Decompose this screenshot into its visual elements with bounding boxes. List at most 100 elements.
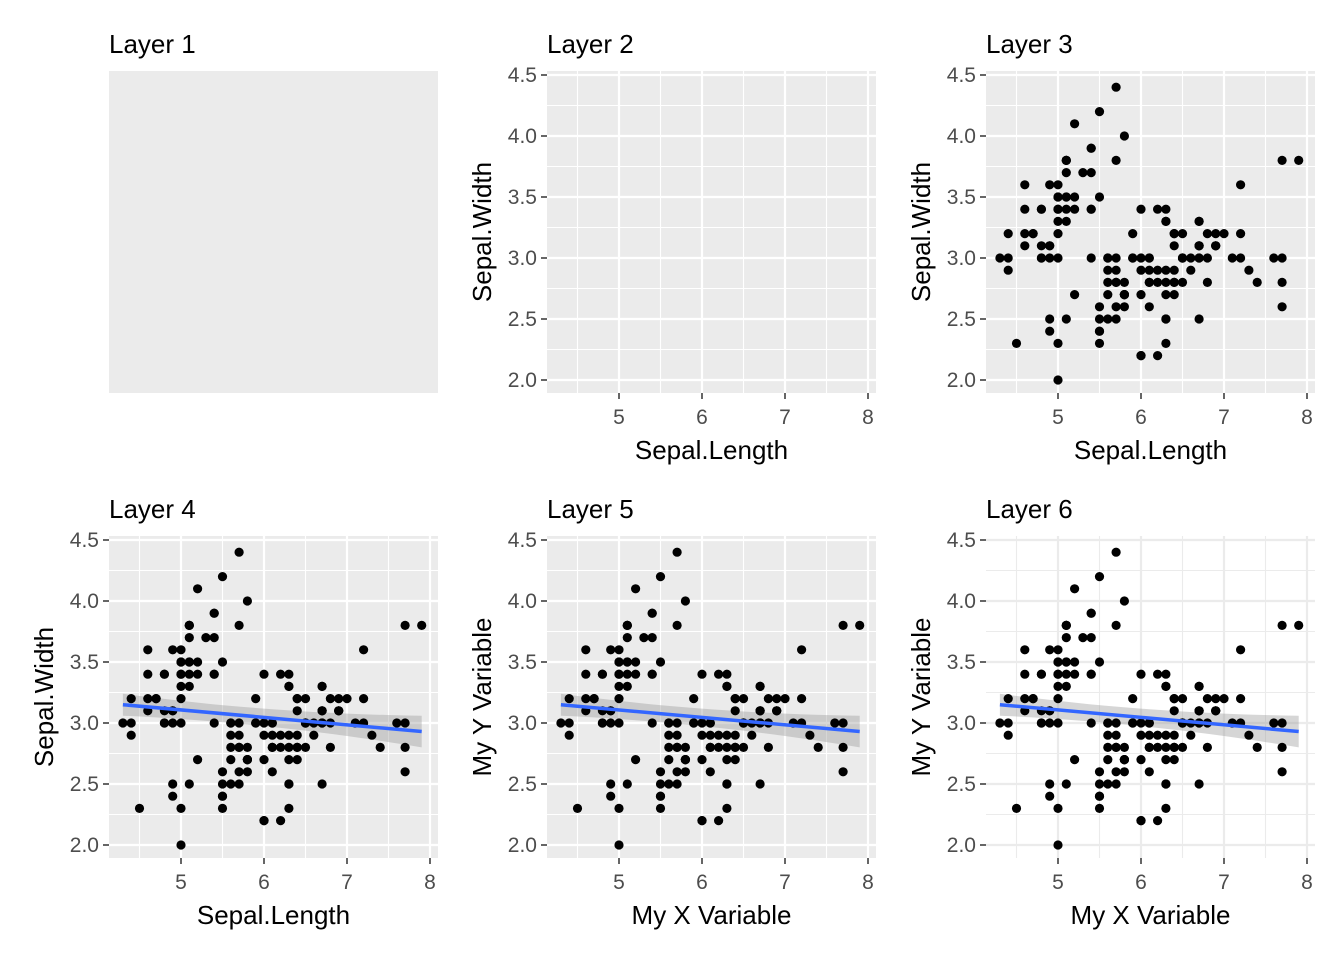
data-point <box>1269 253 1279 263</box>
data-point <box>1111 767 1121 777</box>
data-point <box>1277 718 1287 728</box>
data-point <box>1045 718 1055 728</box>
data-point <box>797 694 807 704</box>
data-point <box>251 694 261 704</box>
data-point <box>614 657 624 667</box>
x-axis-title: My X Variable <box>1071 900 1231 930</box>
data-point <box>359 645 369 655</box>
data-point <box>1061 620 1071 631</box>
data-point <box>284 779 294 789</box>
data-point <box>631 657 641 667</box>
data-point <box>1211 241 1221 251</box>
data-point <box>1045 241 1055 251</box>
x-tick-label: 6 <box>696 871 708 894</box>
data-point <box>1094 657 1105 667</box>
data-point <box>1236 253 1246 263</box>
x-tick-label: 8 <box>862 406 874 429</box>
data-point <box>1161 742 1171 753</box>
data-point <box>209 608 219 618</box>
data-point <box>722 803 732 814</box>
data-point <box>325 694 335 704</box>
data-point <box>126 730 136 740</box>
regression-line <box>560 702 860 734</box>
data-point <box>622 633 632 643</box>
panel-background <box>547 71 876 393</box>
data-point <box>184 657 194 667</box>
data-point <box>168 779 178 789</box>
data-point <box>1169 277 1179 287</box>
data-point <box>1161 265 1171 275</box>
data-point <box>672 730 682 740</box>
data-point <box>1111 253 1121 263</box>
panel-title: Layer 5 <box>547 494 634 524</box>
x-tick-label: 6 <box>1135 406 1147 429</box>
data-point <box>1161 338 1171 348</box>
data-point <box>259 816 269 826</box>
data-point <box>1061 314 1071 324</box>
data-point <box>1045 779 1055 789</box>
data-point <box>1003 730 1013 740</box>
data-point <box>830 718 840 728</box>
data-point <box>664 755 674 765</box>
data-point <box>614 694 624 704</box>
y-tick-label: 4.5 <box>508 529 537 552</box>
data-point <box>1036 253 1046 263</box>
data-point <box>1252 742 1262 753</box>
data-point <box>1119 755 1129 765</box>
data-point <box>226 779 236 789</box>
data-point <box>1277 277 1287 287</box>
panel-title: Layer 3 <box>986 29 1073 59</box>
data-point <box>1053 645 1063 655</box>
data-point <box>1111 730 1121 740</box>
data-point <box>780 694 790 704</box>
data-point <box>359 694 369 704</box>
data-point <box>234 742 244 753</box>
data-point <box>1169 730 1179 740</box>
data-point <box>276 669 286 679</box>
data-point <box>1111 718 1121 728</box>
data-point <box>680 755 691 765</box>
y-tick-label: 3.0 <box>947 712 976 735</box>
data-point <box>1153 277 1163 287</box>
data-point <box>755 681 765 692</box>
y-tick-label: 4.0 <box>947 590 976 613</box>
data-point <box>300 742 311 753</box>
data-point <box>838 767 848 777</box>
data-point <box>1094 107 1105 117</box>
x-tick-label: 6 <box>1135 871 1147 894</box>
data-point <box>309 730 319 740</box>
data-point <box>622 779 632 789</box>
data-point <box>1103 730 1113 740</box>
data-point <box>1136 204 1146 214</box>
x-tick-label: 5 <box>1052 871 1064 894</box>
data-point <box>292 730 302 740</box>
panel-background <box>986 71 1315 393</box>
data-point <box>1111 620 1121 631</box>
data-point <box>564 730 574 740</box>
data-point <box>1045 180 1055 190</box>
data-point <box>1070 119 1080 129</box>
data-point <box>259 718 269 728</box>
y-tick-label: 4.0 <box>508 125 537 148</box>
data-point <box>1061 204 1071 214</box>
data-point <box>755 706 765 716</box>
x-tick-label: 8 <box>1301 406 1313 429</box>
data-point <box>284 669 294 679</box>
data-point <box>234 620 244 631</box>
data-point <box>292 694 302 704</box>
data-point <box>284 742 294 753</box>
data-point <box>1045 253 1055 263</box>
data-point <box>1061 155 1071 165</box>
data-point <box>1169 694 1179 704</box>
data-point <box>1045 314 1055 324</box>
data-point <box>1070 669 1080 679</box>
data-point <box>267 742 277 753</box>
data-point <box>209 633 219 643</box>
data-point <box>614 645 624 655</box>
data-point <box>722 779 732 789</box>
data-point <box>763 742 774 753</box>
data-point <box>1053 694 1063 704</box>
data-point <box>1078 168 1088 178</box>
data-point <box>1144 742 1154 753</box>
data-point <box>126 694 136 704</box>
